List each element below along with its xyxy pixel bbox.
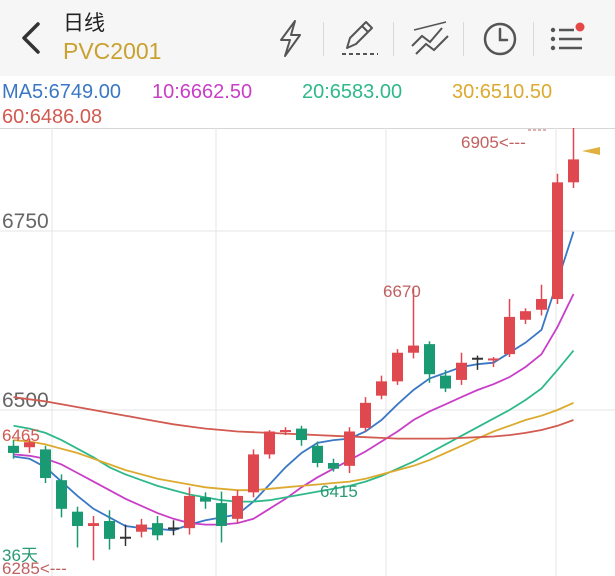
candle-body (408, 345, 419, 353)
candle-body (152, 523, 163, 536)
top-bar: 日线 PVC2001 (0, 0, 615, 76)
candle-body (104, 520, 115, 539)
pen-icon (342, 21, 378, 55)
candle-body (296, 428, 307, 441)
ma-line-ma60 (13, 396, 574, 440)
candle-body (552, 182, 563, 300)
ma10-label: 10:6662.50 (152, 81, 253, 103)
candle-body (568, 159, 579, 183)
candle-body (8, 445, 19, 453)
toolbar-divider (533, 22, 534, 56)
local-low-annotation: 6415 (320, 482, 358, 501)
high-price-annotation: 6905<--- (461, 133, 526, 152)
candle-body (56, 480, 67, 509)
ma5-label: MA5:6749.00 (2, 81, 121, 103)
candle-body (88, 523, 99, 526)
toolbar-divider (393, 22, 394, 56)
candle-body (472, 357, 483, 360)
current-price-marker (582, 147, 600, 155)
candle-body (120, 536, 131, 539)
ma60-price-tag: 6465 (2, 426, 40, 445)
candle-body (424, 344, 435, 375)
local-high-annotation: 6670 (383, 282, 421, 301)
candle-body (520, 311, 531, 320)
candle-body (72, 511, 83, 526)
draw-lines-button[interactable] (408, 16, 452, 60)
ma-line-ma10 (13, 293, 575, 526)
candle-body (312, 445, 323, 463)
clock-button[interactable] (478, 16, 522, 60)
candle-body (184, 495, 195, 529)
back-button[interactable] (16, 18, 50, 58)
candle-body (536, 299, 547, 310)
notification-dot (575, 22, 585, 32)
ma20-label: 20:6583.00 (302, 81, 403, 103)
toolbar-divider (323, 22, 324, 56)
menu-button[interactable] (546, 16, 590, 60)
period-label: 36天 (2, 546, 38, 565)
candle-body (232, 495, 243, 519)
candle-body (280, 430, 291, 433)
candle-body (136, 524, 147, 532)
candle-body (456, 362, 467, 380)
candle-body (360, 402, 371, 428)
ma60-label: 60:6486.08 (2, 106, 103, 128)
lightning-button[interactable] (268, 16, 312, 60)
candle-body (440, 375, 451, 389)
candle-body (504, 316, 515, 355)
ma-line-ma20 (13, 350, 575, 503)
candle-body (216, 503, 227, 526)
y-axis-tick-label: 6500 (2, 389, 49, 412)
page-title: 日线 (63, 12, 105, 35)
candle-body (344, 431, 355, 466)
y-axis-tick-label: 6750 (2, 210, 49, 233)
lightning-icon (280, 20, 301, 57)
candle-body (488, 358, 499, 361)
candle-body (248, 454, 259, 493)
ma-line-ma30 (13, 401, 574, 492)
candle-body (264, 431, 275, 455)
candle-body (24, 442, 35, 448)
draw-lines-icon (411, 21, 449, 55)
contract-symbol: PVC2001 (63, 38, 162, 64)
menu-list-icon (550, 22, 585, 51)
candle-body (40, 449, 51, 479)
pen-button[interactable] (338, 16, 382, 60)
candle-body (168, 527, 179, 530)
candle-body (200, 497, 211, 502)
candle-body (328, 462, 339, 469)
candle-body (392, 352, 403, 382)
ma-line-ma5 (13, 231, 575, 532)
candle-body (376, 381, 387, 396)
ma30-label: 30:6510.50 (452, 81, 553, 103)
back-icon (22, 22, 40, 54)
toolbar-divider (463, 22, 464, 56)
clock-icon (483, 22, 517, 56)
low-price-annotation: 6285<--- (2, 559, 67, 576)
